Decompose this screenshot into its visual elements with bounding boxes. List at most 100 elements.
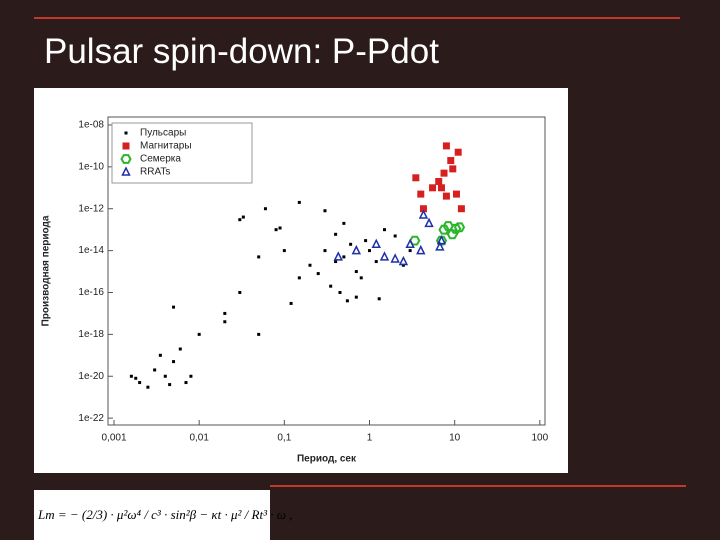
marker-triangle — [418, 209, 429, 219]
marker-dot — [278, 226, 282, 230]
marker-dot — [257, 255, 261, 259]
x-tick-label: 1 — [367, 433, 373, 444]
marker-dot — [408, 249, 412, 253]
marker-dot — [364, 239, 368, 243]
marker-dot — [329, 284, 333, 288]
marker-dot — [134, 376, 138, 380]
marker-dot — [197, 332, 201, 336]
marker-triangle — [424, 217, 434, 228]
marker-dot — [238, 290, 242, 294]
marker-dot — [129, 374, 133, 378]
marker-dot — [354, 270, 358, 274]
marker-hexagon — [450, 223, 462, 234]
marker-dot — [189, 374, 193, 378]
marker-dot — [153, 368, 157, 372]
marker-triangle — [405, 238, 415, 249]
marker-dot — [308, 263, 312, 267]
marker-dot — [178, 347, 182, 351]
marker-dot — [393, 234, 397, 238]
marker-dot — [382, 228, 386, 232]
marker-dot — [342, 255, 346, 259]
marker-square — [442, 142, 450, 150]
marker-square — [447, 157, 455, 165]
marker-dot — [323, 249, 327, 253]
marker-dot — [124, 131, 128, 135]
marker-dot — [274, 228, 278, 232]
y-tick-label: 1e-12 — [78, 203, 104, 214]
marker-dot — [297, 200, 301, 204]
marker-dot — [374, 260, 378, 264]
y-tick-label: 1e-22 — [78, 413, 104, 424]
marker-dot — [223, 311, 227, 315]
marker-dot — [223, 320, 227, 324]
marker-dot — [342, 221, 346, 225]
marker-square — [122, 142, 130, 150]
marker-hexagon — [446, 229, 459, 240]
marker-square — [412, 174, 420, 182]
y-tick-label: 1e-16 — [78, 287, 104, 298]
marker-square — [449, 165, 457, 173]
marker-square — [440, 169, 448, 177]
marker-triangle — [390, 253, 400, 263]
marker-square — [429, 184, 437, 192]
marker-square — [419, 205, 427, 213]
marker-dot — [334, 232, 338, 236]
marker-dot — [146, 385, 150, 389]
legend-label: Магнитары — [140, 141, 192, 152]
marker-dot — [282, 249, 286, 253]
slide-title: Pulsar spin-down: P-Pdot — [44, 32, 439, 71]
marker-square — [457, 205, 465, 213]
marker-dot — [377, 297, 381, 301]
marker-square — [442, 192, 450, 200]
x-tick-label: 10 — [449, 433, 461, 444]
legend-label: Семерка — [140, 154, 181, 165]
series — [333, 209, 447, 266]
marker-dot — [316, 272, 320, 276]
marker-dot — [138, 381, 142, 385]
x-tick-label: 0,1 — [277, 433, 291, 444]
marker-square — [452, 190, 460, 198]
y-tick-label: 1e-14 — [78, 245, 104, 256]
marker-dot — [323, 209, 327, 213]
y-axis-label: Производная периода — [41, 215, 52, 326]
x-tick-label: 0,001 — [101, 433, 126, 444]
marker-dot — [368, 249, 372, 253]
chart: 0,001 0,01 0,1 1 10 100 1e-22 1e-20 1e-18 1e-16 1e… — [34, 88, 568, 473]
marker-dot — [168, 383, 172, 387]
marker-triangle — [371, 238, 381, 249]
marker-dot — [334, 260, 338, 264]
series — [412, 142, 465, 213]
legend-label: RRATs — [140, 167, 170, 178]
marker-triangle — [436, 234, 447, 245]
marker-square — [437, 184, 445, 192]
marker-dot — [289, 301, 293, 305]
formula: Lm = − (2/3) · μ²ω⁴ / c³ · sin²β − κt · … — [34, 490, 292, 540]
plot-frame — [107, 116, 546, 426]
marker-triangle — [333, 251, 344, 261]
x-tick-label: 0,01 — [189, 433, 209, 444]
marker-triangle — [121, 166, 131, 176]
top-rule — [34, 17, 680, 19]
bottom-rule — [270, 485, 686, 487]
marker-square — [435, 177, 443, 185]
marker-square — [454, 148, 462, 156]
legend-label: Пульсары — [140, 128, 186, 139]
y-tick-label: 1e-08 — [78, 120, 104, 131]
legend-box — [111, 122, 253, 184]
marker-dot — [172, 360, 176, 364]
marker-dot — [338, 290, 342, 294]
x-tick-label: 100 — [531, 433, 548, 444]
series — [129, 200, 412, 389]
marker-dot — [158, 353, 162, 357]
y-tick-label: 1e-10 — [78, 161, 104, 172]
marker-dot — [238, 218, 242, 222]
marker-hexagon — [120, 154, 132, 164]
marker-dot — [345, 299, 349, 303]
marker-dot — [241, 215, 245, 219]
marker-dot — [184, 381, 188, 385]
marker-triangle — [379, 251, 390, 261]
y-tick-label: 1e-20 — [78, 371, 104, 382]
marker-hexagon — [438, 224, 450, 235]
marker-hexagon — [435, 235, 448, 246]
